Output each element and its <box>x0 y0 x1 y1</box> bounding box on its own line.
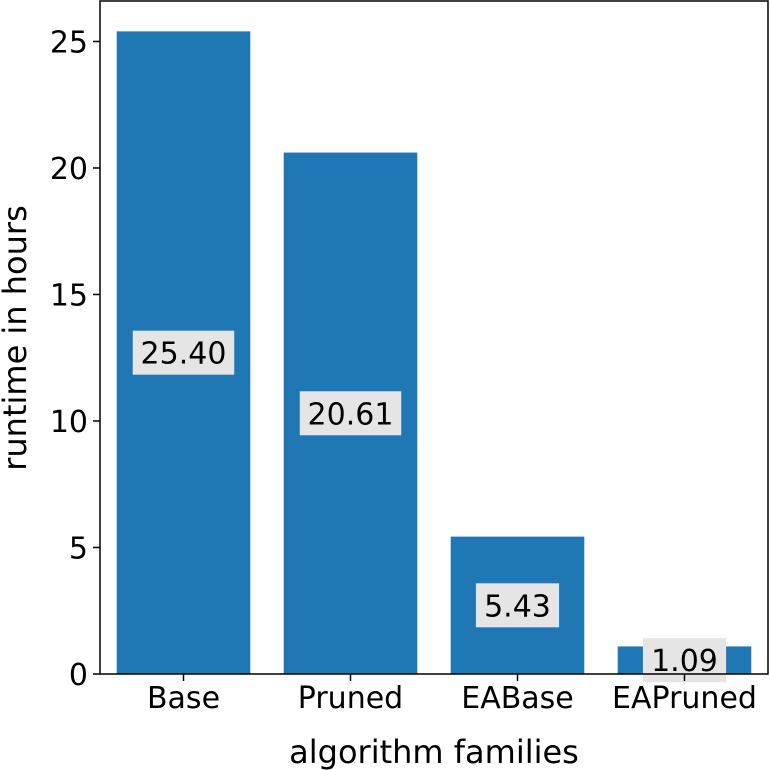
x-tick-label: Base <box>147 681 220 716</box>
y-axis-label: runtime in hours <box>0 205 34 471</box>
x-axis-label: algorithm families <box>289 733 579 770</box>
y-tick-label: 25 <box>50 25 88 60</box>
x-tick-label: EAPruned <box>612 681 757 716</box>
y-tick-label: 15 <box>50 278 88 313</box>
y-tick-label: 10 <box>50 405 88 440</box>
y-axis: 0 5 10 15 20 25 <box>50 25 100 693</box>
value-label: 25.40 <box>141 337 227 372</box>
x-axis: Base Pruned EABase EAPruned <box>147 674 757 716</box>
value-label: 20.61 <box>308 397 394 432</box>
value-label-box <box>132 330 235 375</box>
value-label-box <box>299 391 402 436</box>
value-label: 5.43 <box>484 589 551 624</box>
y-tick-label: 0 <box>69 658 88 693</box>
y-tick-label: 5 <box>69 531 88 566</box>
y-tick-label: 20 <box>50 152 88 187</box>
x-tick-label: EABase <box>461 681 574 716</box>
plot-frame <box>99 0 769 675</box>
value-label-box <box>475 583 560 628</box>
x-tick-label: Pruned <box>298 681 403 716</box>
